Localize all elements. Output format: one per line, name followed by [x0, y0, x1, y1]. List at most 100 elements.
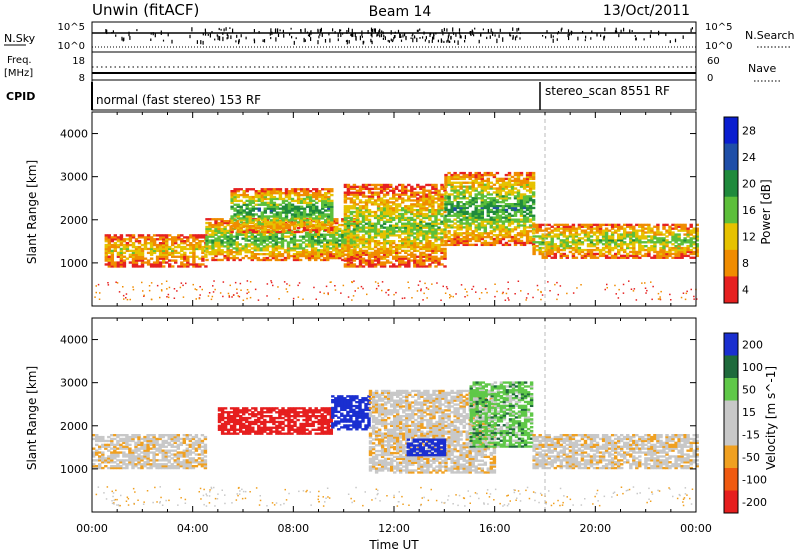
- echo-cell: [592, 256, 597, 259]
- echo-cell: [250, 243, 255, 246]
- echo-cell: [495, 208, 500, 212]
- echo-cell: [223, 231, 227, 234]
- echo-cell: [459, 191, 463, 194]
- echo-cell: [268, 237, 273, 240]
- echo-cell: [486, 222, 491, 225]
- echo-cell: [275, 211, 280, 214]
- echo-cell: [367, 201, 372, 204]
- echo-cell: [370, 183, 375, 187]
- nsky-speck: [275, 37, 277, 42]
- echo-cell: [565, 246, 570, 250]
- echo-cell: [352, 228, 357, 231]
- echo-cell: [149, 236, 154, 239]
- echo-cell: [343, 201, 348, 204]
- echo-cell: [253, 235, 258, 238]
- echo-cell: [143, 247, 148, 251]
- echo-cell: [254, 195, 259, 199]
- echo-cell: [650, 248, 654, 252]
- echo-cell: [465, 212, 469, 216]
- echo-cell: [492, 183, 497, 186]
- echo-cell: [238, 258, 242, 262]
- echo-cell: [507, 222, 512, 225]
- echo-cell: [665, 239, 669, 242]
- echo-cell: [450, 208, 454, 212]
- echo-cell: [447, 193, 451, 196]
- echo-cell: [507, 193, 512, 196]
- echo-cell: [262, 249, 267, 252]
- echo-cell: [259, 233, 264, 236]
- echo-cell: [317, 251, 321, 254]
- scatter-dot: [385, 291, 387, 294]
- echo-cell: [292, 247, 297, 250]
- echo-cell: [483, 218, 488, 221]
- nsky-speck: [293, 40, 295, 45]
- echo-cell: [532, 252, 536, 256]
- echo-cell: [450, 239, 454, 243]
- echo-cell: [352, 205, 357, 208]
- echo-cell: [168, 234, 172, 237]
- echo-cell: [419, 220, 423, 223]
- echo-cell: [364, 195, 369, 198]
- station-title: Unwin (fitACF): [92, 1, 199, 19]
- echo-cell: [295, 253, 300, 256]
- echo-cell: [574, 248, 579, 252]
- echo-cell: [382, 189, 387, 192]
- echo-cell: [352, 183, 357, 187]
- echo-cell: [416, 222, 420, 225]
- echo-cell: [437, 249, 441, 253]
- echo-cell: [689, 237, 693, 240]
- echo-cell: [428, 203, 432, 206]
- echo-cell: [504, 191, 509, 194]
- nsearch-tick-bottom: 10^0: [705, 41, 732, 52]
- echo-cell: [425, 209, 429, 212]
- echo-cell: [314, 233, 318, 236]
- echo-cell: [230, 230, 234, 234]
- echo-cell: [295, 254, 300, 258]
- scatter-dot: [238, 295, 241, 298]
- echo-cell: [269, 190, 274, 193]
- echo-cell: [349, 249, 354, 253]
- echo-cell: [358, 255, 363, 258]
- echo-cell: [604, 229, 609, 232]
- echo-cell: [471, 220, 475, 223]
- scatter-dot: [98, 298, 101, 300]
- echo-cell: [419, 209, 423, 212]
- echo-cell: [410, 210, 414, 214]
- echo-cell: [299, 225, 304, 228]
- echo-cell: [186, 243, 190, 247]
- echo-cell: [321, 193, 325, 197]
- echo-cell: [392, 234, 396, 237]
- echo-cell: [376, 214, 381, 218]
- echo-cell: [510, 206, 515, 210]
- scatter-dot: [342, 284, 345, 287]
- nsky-speck: [629, 29, 631, 33]
- echo-cell: [495, 234, 500, 237]
- echo-cell: [236, 205, 240, 208]
- echo-cell: [287, 201, 292, 205]
- echo-cell: [352, 251, 357, 255]
- echo-cell: [205, 258, 209, 262]
- scatter-dot: [239, 282, 242, 285]
- echo-cell: [343, 257, 348, 260]
- echo-cell: [385, 214, 390, 218]
- echo-cell: [122, 251, 127, 255]
- echo-cell: [302, 213, 307, 216]
- echo-cell: [462, 235, 466, 239]
- scatter-dot: [159, 296, 161, 299]
- echo-cell: [327, 199, 331, 203]
- scatter-dot: [684, 298, 687, 301]
- nsky-speck: [446, 28, 448, 32]
- echo-cell: [220, 233, 224, 236]
- echo-cell: [275, 221, 280, 224]
- echo-cell: [149, 251, 154, 255]
- scatter-dot: [288, 284, 291, 287]
- echo-cell: [198, 263, 202, 266]
- echo-cell: [119, 243, 124, 247]
- echo-cell: [217, 245, 221, 248]
- echo-cell: [385, 205, 390, 208]
- echo-cell: [623, 254, 627, 258]
- echo-cell: [610, 239, 615, 242]
- echo-cell: [283, 258, 288, 262]
- echo-cell: [404, 185, 408, 189]
- echo-cell: [577, 237, 582, 240]
